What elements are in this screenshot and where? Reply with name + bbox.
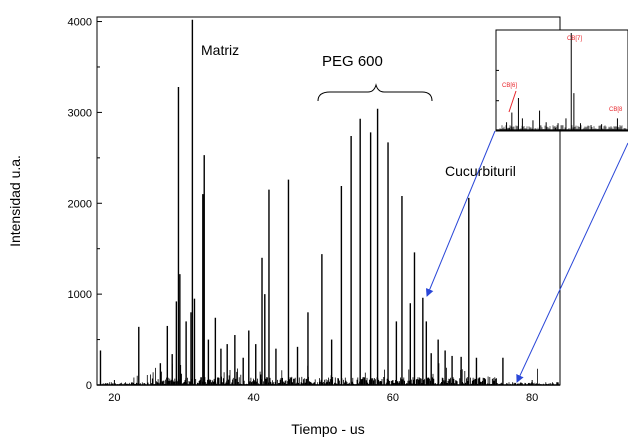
- y-tick-label: 0: [86, 380, 92, 392]
- y-axis: 0 1000 2000 3000 4000: [68, 17, 102, 392]
- inset-label-cb7: CB[7]: [567, 36, 582, 42]
- annotation-matriz: Matriz: [201, 42, 239, 58]
- inset-arrow-cb6: [508, 90, 517, 113]
- x-tick-label: 40: [248, 392, 260, 404]
- y-tick-label: 4000: [68, 17, 92, 29]
- inset-chart: CB[6] CB[7] CB[8: [495, 29, 628, 132]
- y-axis-label: Intensidad u.a.: [7, 155, 23, 247]
- y-tick-label: 2000: [68, 198, 92, 210]
- x-tick-label: 80: [526, 392, 538, 404]
- x-axis-label: Tiempo - us: [291, 421, 364, 437]
- main-peaks: [99, 19, 504, 385]
- zoom-arrow-lower: [516, 142, 628, 383]
- zoom-arrow-upper: [425, 130, 496, 297]
- inset-axis: [496, 69, 603, 131]
- y-tick-label: 3000: [68, 107, 92, 119]
- annotation-cucurbituril: Cucurbituril: [445, 163, 516, 179]
- inset-label-cb6: CB[6]: [502, 83, 517, 89]
- x-tick-label: 20: [108, 392, 120, 404]
- annotation-peg600: PEG 600: [322, 53, 383, 70]
- y-tick-label: 1000: [68, 289, 92, 301]
- inset-peaks: [496, 33, 628, 131]
- inset-label-cb8: CB[8: [609, 107, 623, 113]
- inset-frame: [495, 29, 628, 132]
- plot-frame: [96, 16, 561, 386]
- x-tick-label: 60: [387, 392, 399, 404]
- baseline-noise: [97, 363, 560, 386]
- peg600-brace: [317, 83, 433, 102]
